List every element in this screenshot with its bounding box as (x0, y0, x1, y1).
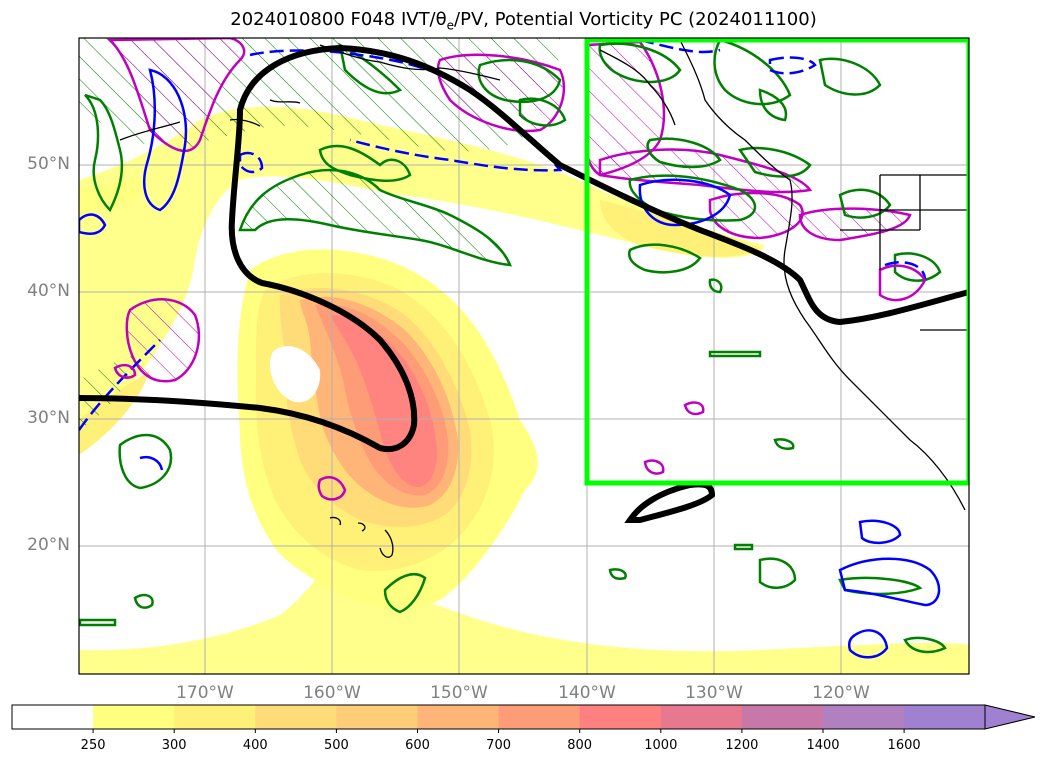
colorbar (11, 704, 1036, 733)
map-title: 2024010800 F048 IVT/θe/PV, Potential Vor… (230, 9, 817, 33)
lat-label-30n: 30°N (27, 408, 70, 428)
lon-label-140w: 140°W (558, 683, 616, 703)
colorbar-cell (823, 705, 905, 729)
colorbar-cell (336, 705, 418, 729)
colorbar-label: 300 (161, 738, 187, 753)
green-contours (79, 38, 947, 654)
colorbar-label: 600 (405, 738, 430, 753)
colorbar-cell (498, 705, 581, 729)
pv-2-contour (79, 44, 969, 523)
lon-label-120w: 120°W (812, 683, 870, 703)
colorbar-cell (417, 705, 500, 729)
lat-label-20n: 20°N (27, 535, 70, 555)
colorbar-cell (174, 705, 256, 729)
map-frame (78, 37, 970, 675)
colorbar-label: 1600 (887, 738, 921, 753)
colorbar-label: 800 (567, 738, 593, 753)
lon-label-170w: 170°W (176, 683, 234, 703)
coastlines (119, 39, 969, 558)
colorbar-label: 1000 (644, 738, 678, 753)
blue-contours (79, 38, 941, 659)
colorbar-cell (579, 705, 662, 729)
lon-label-130w: 130°W (685, 683, 743, 703)
colorbar-label: 1400 (806, 738, 840, 753)
focus-region-box (584, 38, 969, 486)
colorbar-label: 400 (242, 738, 268, 753)
colorbar-cell (904, 705, 986, 729)
colorbar-cell (12, 705, 94, 729)
lon-label-160w: 160°W (303, 683, 361, 703)
lat-label-50n: 50°N (27, 154, 70, 174)
colorbar-cell (93, 705, 175, 729)
lat-label-40n: 40°N (27, 281, 70, 301)
colorbar-cell (660, 705, 743, 729)
lon-label-150w: 150°W (430, 683, 488, 703)
magenta-contours (113, 264, 927, 501)
colorbar-cell (741, 705, 824, 729)
pv-hatched-regions (79, 38, 912, 430)
colorbar-label: 700 (486, 738, 511, 753)
ivt-shading (79, 106, 969, 674)
colorbar-cell (255, 705, 337, 729)
colorbar-label: 500 (323, 738, 349, 753)
colorbar-label: 1200 (725, 738, 759, 753)
colorbar-label: 250 (80, 738, 106, 753)
